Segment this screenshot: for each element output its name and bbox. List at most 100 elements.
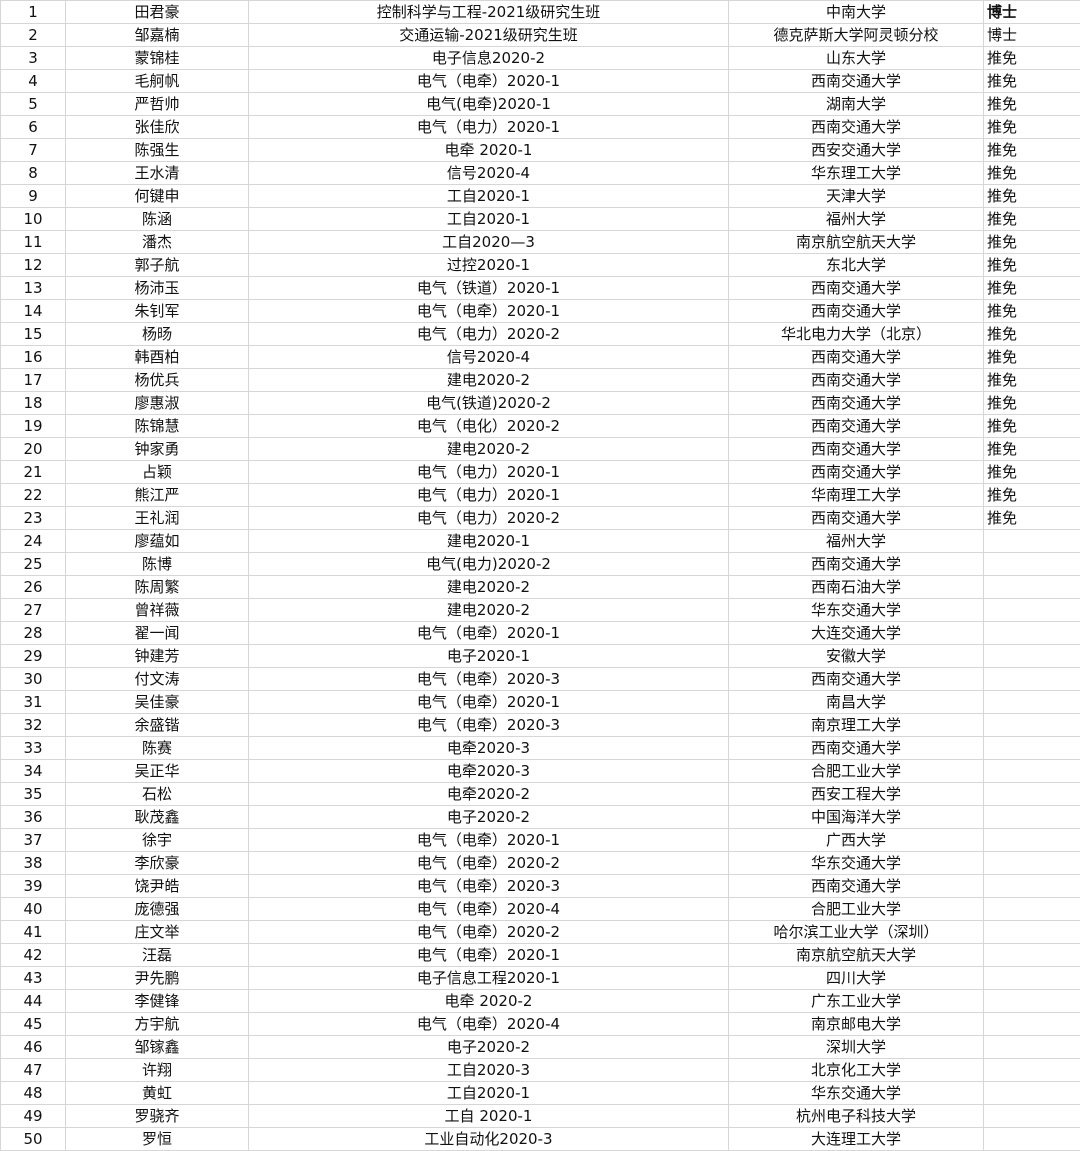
name-cell[interactable]: 吴佳豪: [66, 691, 249, 714]
school-cell[interactable]: 华东理工大学: [729, 162, 984, 185]
class-cell[interactable]: 过控2020-1: [249, 254, 729, 277]
name-cell[interactable]: 熊江严: [66, 484, 249, 507]
name-cell[interactable]: 许翔: [66, 1059, 249, 1082]
name-cell[interactable]: 王礼润: [66, 507, 249, 530]
row-number-cell[interactable]: 26: [1, 576, 66, 599]
school-cell[interactable]: 大连交通大学: [729, 622, 984, 645]
row-number-cell[interactable]: 19: [1, 415, 66, 438]
admission-type-cell[interactable]: [984, 783, 1080, 806]
name-cell[interactable]: 廖蕴如: [66, 530, 249, 553]
class-cell[interactable]: 电气（电牵）2020-4: [249, 1013, 729, 1036]
class-cell[interactable]: 电子信息工程2020-1: [249, 967, 729, 990]
row-number-cell[interactable]: 12: [1, 254, 66, 277]
name-cell[interactable]: 耿茂鑫: [66, 806, 249, 829]
admission-type-cell[interactable]: [984, 1013, 1080, 1036]
class-cell[interactable]: 电气（电力）2020-1: [249, 484, 729, 507]
row-number-cell[interactable]: 45: [1, 1013, 66, 1036]
school-cell[interactable]: 西南交通大学: [729, 415, 984, 438]
name-cell[interactable]: 曾祥薇: [66, 599, 249, 622]
class-cell[interactable]: 建电2020-1: [249, 530, 729, 553]
school-cell[interactable]: 西南交通大学: [729, 438, 984, 461]
admission-type-cell[interactable]: 推免: [984, 116, 1080, 139]
name-cell[interactable]: 郭子航: [66, 254, 249, 277]
school-cell[interactable]: 安徽大学: [729, 645, 984, 668]
admission-type-cell[interactable]: [984, 967, 1080, 990]
school-cell[interactable]: 南昌大学: [729, 691, 984, 714]
school-cell[interactable]: 西南交通大学: [729, 875, 984, 898]
class-cell[interactable]: 控制科学与工程-2021级研究生班: [249, 1, 729, 24]
admission-type-cell[interactable]: 推免: [984, 323, 1080, 346]
class-cell[interactable]: 信号2020-4: [249, 346, 729, 369]
row-number-cell[interactable]: 48: [1, 1082, 66, 1105]
row-number-cell[interactable]: 31: [1, 691, 66, 714]
name-cell[interactable]: 蒙锦桂: [66, 47, 249, 70]
class-cell[interactable]: 电气（电力）2020-1: [249, 461, 729, 484]
admission-type-cell[interactable]: [984, 1059, 1080, 1082]
admission-type-cell[interactable]: 推免: [984, 415, 1080, 438]
school-cell[interactable]: 西南交通大学: [729, 116, 984, 139]
row-number-cell[interactable]: 42: [1, 944, 66, 967]
row-number-cell[interactable]: 41: [1, 921, 66, 944]
admission-type-cell[interactable]: 博士: [984, 1, 1080, 24]
school-cell[interactable]: 南京航空航天大学: [729, 944, 984, 967]
class-cell[interactable]: 电气（电牵）2020-3: [249, 875, 729, 898]
name-cell[interactable]: 李欣豪: [66, 852, 249, 875]
school-cell[interactable]: 西南交通大学: [729, 277, 984, 300]
row-number-cell[interactable]: 14: [1, 300, 66, 323]
row-number-cell[interactable]: 37: [1, 829, 66, 852]
row-number-cell[interactable]: 3: [1, 47, 66, 70]
admission-type-cell[interactable]: 推免: [984, 93, 1080, 116]
class-cell[interactable]: 工自2020-1: [249, 1082, 729, 1105]
name-cell[interactable]: 徐宇: [66, 829, 249, 852]
class-cell[interactable]: 电牵2020-2: [249, 783, 729, 806]
school-cell[interactable]: 深圳大学: [729, 1036, 984, 1059]
name-cell[interactable]: 陈赛: [66, 737, 249, 760]
class-cell[interactable]: 电气（铁道）2020-1: [249, 277, 729, 300]
admission-type-cell[interactable]: [984, 760, 1080, 783]
admission-type-cell[interactable]: [984, 1128, 1080, 1151]
row-number-cell[interactable]: 7: [1, 139, 66, 162]
class-cell[interactable]: 电气(电力)2020-2: [249, 553, 729, 576]
row-number-cell[interactable]: 6: [1, 116, 66, 139]
class-cell[interactable]: 工自 2020-1: [249, 1105, 729, 1128]
row-number-cell[interactable]: 8: [1, 162, 66, 185]
name-cell[interactable]: 杨优兵: [66, 369, 249, 392]
name-cell[interactable]: 何键申: [66, 185, 249, 208]
name-cell[interactable]: 邹嘉楠: [66, 24, 249, 47]
name-cell[interactable]: 陈强生: [66, 139, 249, 162]
school-cell[interactable]: 大连理工大学: [729, 1128, 984, 1151]
school-cell[interactable]: 华北电力大学（北京）: [729, 323, 984, 346]
name-cell[interactable]: 田君豪: [66, 1, 249, 24]
class-cell[interactable]: 电气(电牵)2020-1: [249, 93, 729, 116]
name-cell[interactable]: 严哲帅: [66, 93, 249, 116]
name-cell[interactable]: 潘杰: [66, 231, 249, 254]
class-cell[interactable]: 电气（电牵）2020-1: [249, 300, 729, 323]
class-cell[interactable]: 工自2020-1: [249, 185, 729, 208]
row-number-cell[interactable]: 9: [1, 185, 66, 208]
row-number-cell[interactable]: 35: [1, 783, 66, 806]
admission-type-cell[interactable]: 推免: [984, 185, 1080, 208]
name-cell[interactable]: 方宇航: [66, 1013, 249, 1036]
admission-type-cell[interactable]: 推免: [984, 484, 1080, 507]
class-cell[interactable]: 电气(铁道)2020-2: [249, 392, 729, 415]
admission-type-cell[interactable]: 推免: [984, 346, 1080, 369]
school-cell[interactable]: 西南交通大学: [729, 737, 984, 760]
row-number-cell[interactable]: 28: [1, 622, 66, 645]
class-cell[interactable]: 建电2020-2: [249, 369, 729, 392]
admission-type-cell[interactable]: 推免: [984, 507, 1080, 530]
row-number-cell[interactable]: 11: [1, 231, 66, 254]
school-cell[interactable]: 西南交通大学: [729, 461, 984, 484]
admission-type-cell[interactable]: [984, 553, 1080, 576]
school-cell[interactable]: 华东交通大学: [729, 1082, 984, 1105]
name-cell[interactable]: 余盛锴: [66, 714, 249, 737]
school-cell[interactable]: 西南石油大学: [729, 576, 984, 599]
name-cell[interactable]: 朱钊军: [66, 300, 249, 323]
row-number-cell[interactable]: 38: [1, 852, 66, 875]
row-number-cell[interactable]: 30: [1, 668, 66, 691]
class-cell[interactable]: 电气（电牵）2020-2: [249, 921, 729, 944]
class-cell[interactable]: 电牵 2020-1: [249, 139, 729, 162]
school-cell[interactable]: 德克萨斯大学阿灵顿分校: [729, 24, 984, 47]
name-cell[interactable]: 庄文举: [66, 921, 249, 944]
school-cell[interactable]: 福州大学: [729, 530, 984, 553]
row-number-cell[interactable]: 2: [1, 24, 66, 47]
